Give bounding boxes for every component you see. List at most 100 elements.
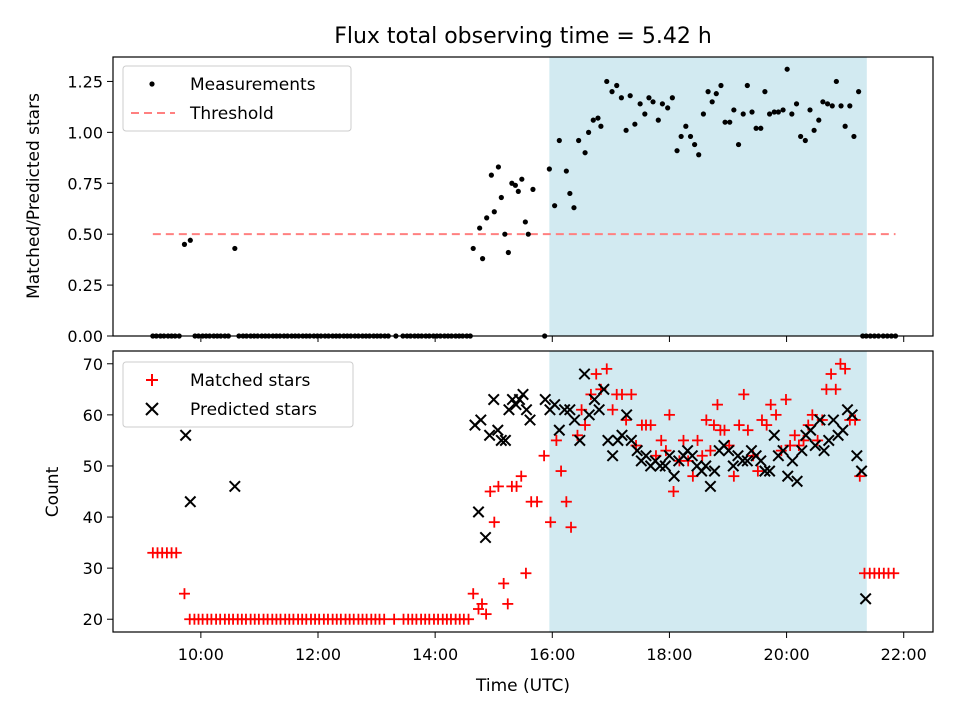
measurement-point: [829, 103, 835, 109]
predicted-star-point: [558, 403, 571, 416]
measurement-point: [762, 89, 768, 95]
matched-star-point: [825, 368, 837, 380]
matched-star-point: [555, 465, 567, 477]
predicted-star-point: [727, 460, 740, 472]
predicted-star-point: [663, 449, 676, 462]
measurement-point: [758, 125, 764, 131]
bottom-y-tick-label: 50: [83, 457, 103, 476]
matched-star-point: [830, 383, 842, 395]
matched-star-point: [663, 409, 675, 421]
matched-star-point: [700, 414, 712, 426]
matched-star-point: [178, 588, 190, 600]
top-panel: 0.00 0.25 0.50 0.75 1.00 1.25 Matched/Predict…: [24, 56, 934, 346]
measurement-point: [519, 176, 525, 182]
measurement-point: [802, 137, 808, 144]
measurement-point: [614, 82, 620, 89]
matched-star-point: [565, 521, 577, 533]
top-y-tick-label: 1.25: [67, 72, 103, 91]
measurement-point: [793, 101, 800, 107]
measurement-point: [740, 111, 746, 117]
matched-star-point: [733, 419, 745, 431]
measurement-point: [498, 194, 504, 201]
predicted-star-point: [606, 449, 619, 462]
predicted-star-point: [479, 531, 492, 544]
x-tick-label: 14:00: [412, 645, 458, 664]
predicted-star-point: [654, 460, 666, 472]
measurement-point: [479, 256, 486, 262]
measurement-point: [789, 111, 795, 117]
measurement-point: [766, 111, 773, 117]
matched-star-point: [463, 613, 475, 625]
top-y-tick-label: 1.00: [67, 123, 103, 142]
matched-star-point: [834, 358, 846, 370]
predicted-star-point: [846, 408, 859, 421]
measurement-point: [655, 117, 661, 123]
predicted-star-point: [836, 424, 849, 437]
matched-star-point: [488, 516, 500, 528]
matched-star-point: [677, 434, 689, 446]
predicted-star-point: [597, 383, 610, 396]
matched-star-point: [538, 450, 550, 462]
measurement-point: [771, 109, 777, 115]
measurement-point: [696, 152, 702, 158]
x-tick-label: 20:00: [764, 645, 810, 664]
measurement-point: [669, 95, 675, 101]
bottom-y-tick-label: 40: [83, 508, 103, 527]
measurement-point: [505, 249, 511, 256]
measurement-point: [618, 95, 625, 101]
predicted-star-point: [583, 408, 596, 421]
measurement-point: [833, 78, 839, 85]
measurement-point: [232, 245, 238, 252]
measurement-point: [838, 103, 844, 109]
measurement-point: [632, 121, 638, 127]
predicted-star-point: [616, 429, 628, 442]
predicted-star-point: [722, 444, 735, 457]
measurement-point: [727, 119, 733, 125]
measurement-point: [556, 137, 562, 144]
predicted-star-point: [809, 439, 822, 452]
matched-star-point: [708, 419, 720, 431]
measurement-point: [571, 205, 577, 211]
top-y-tick-label: 0.75: [67, 174, 103, 193]
bottom-y-tick-label: 20: [83, 610, 103, 629]
matched-star-point: [765, 399, 777, 411]
measurement-point: [798, 133, 804, 140]
chart-title: Flux total observing time = 5.42 h: [334, 24, 712, 49]
matched-star-point: [742, 424, 754, 436]
measurement-point: [692, 141, 698, 148]
predicted-star-point: [553, 424, 566, 437]
predicted-star-point: [708, 465, 721, 477]
predicted-star-point: [588, 393, 601, 406]
x-axis-label: Time (UTC): [475, 676, 570, 696]
bottom-y-tick-label: 70: [83, 355, 103, 374]
matched-star-point: [711, 399, 723, 411]
measurement-point: [842, 123, 848, 129]
predicted-star-point: [827, 414, 840, 426]
matched-star-point: [550, 434, 562, 446]
legend-predicted-label: Predicted stars: [190, 400, 317, 420]
measurement-point: [627, 93, 633, 99]
matched-star-point: [545, 516, 557, 528]
bottom-y-tick-label: 60: [83, 406, 103, 425]
predicted-star-point: [640, 449, 652, 462]
measurement-point: [604, 78, 610, 85]
matched-star-point: [789, 429, 801, 441]
measurement-point: [847, 103, 853, 109]
matched-star-point: [492, 480, 504, 492]
bottom-axes-frame: [112, 350, 934, 633]
measurement-point: [563, 168, 569, 174]
top-y-tick-label: 0.50: [67, 225, 103, 244]
top-axes-frame: [112, 56, 934, 337]
measurement-point: [552, 203, 558, 209]
matched-star-point: [718, 424, 730, 436]
measurement-point: [722, 119, 728, 125]
legend-measurements-marker: [149, 81, 155, 87]
measurement-point: [753, 125, 759, 131]
matched-star-point: [601, 363, 613, 375]
matched-star-point: [467, 588, 479, 600]
matched-star-point: [793, 440, 805, 452]
measurement-point: [515, 188, 521, 195]
predicted-star-point: [855, 465, 868, 477]
matched-star-point: [560, 496, 572, 508]
